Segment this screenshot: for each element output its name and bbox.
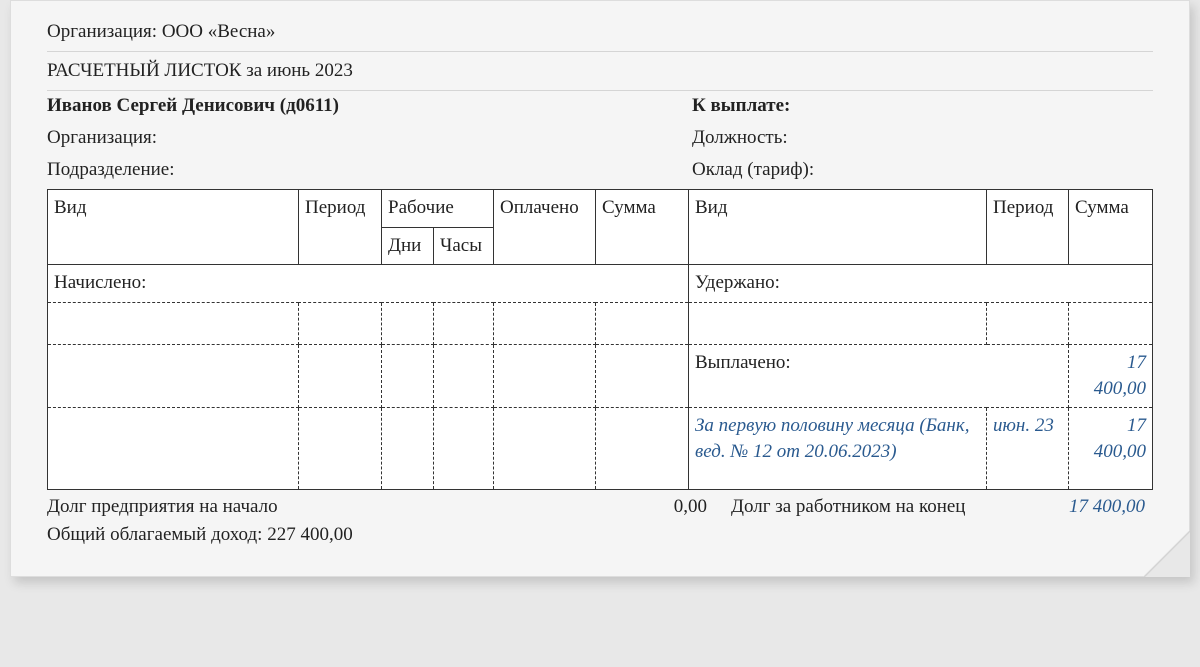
footer-row-2: Общий облагаемый доход: 227 400,00 xyxy=(47,518,1153,546)
dept-salary-row: Подразделение: Оклад (тариф): xyxy=(47,149,1153,187)
cell xyxy=(48,302,299,344)
pay-table: Вид Период Рабочие Оплачено Сумма Вид Пе… xyxy=(47,189,1153,490)
position-label: Должность: xyxy=(692,127,1153,149)
org2-label: Организация: xyxy=(47,127,692,149)
cell xyxy=(596,408,689,490)
paid-out-sum: 17 400,00 xyxy=(1069,344,1153,407)
cell xyxy=(434,344,494,407)
taxable-income: Общий облагаемый доход: 227 400,00 xyxy=(47,524,353,546)
section-row: Начислено: Удержано: xyxy=(48,265,1153,303)
org-position-row: Организация: Должность: xyxy=(47,117,1153,149)
cell xyxy=(987,302,1069,344)
detail-sum: 17 400,00 xyxy=(1069,408,1153,490)
detail-row: За первую половину месяца (Банк, вед. № … xyxy=(48,408,1153,490)
cell xyxy=(1069,302,1153,344)
corner-fold xyxy=(1144,531,1190,577)
cell xyxy=(299,302,382,344)
paid-out-label: Выплачено: xyxy=(689,344,1069,407)
cell xyxy=(434,408,494,490)
cell xyxy=(382,408,434,490)
cell xyxy=(689,302,987,344)
col-sum: Сумма xyxy=(596,190,689,265)
cell xyxy=(382,302,434,344)
paid-out-row: Выплачено: 17 400,00 xyxy=(48,344,1153,407)
org-name: ООО «Весна» xyxy=(162,21,276,42)
worker-debt-val: 17 400,00 xyxy=(1041,496,1153,518)
cell xyxy=(299,344,382,407)
cell xyxy=(494,344,596,407)
accrued-label: Начислено: xyxy=(48,265,689,303)
col-period: Период xyxy=(299,190,382,265)
col-period2: Период xyxy=(987,190,1069,265)
org-label: Организация: xyxy=(47,21,157,42)
employee-row: Иванов Сергей Денисович (д0611) К выплат… xyxy=(47,91,1153,117)
col-days: Дни xyxy=(382,227,434,265)
detail-period: июн. 23 xyxy=(987,408,1069,490)
cell xyxy=(434,302,494,344)
blank-row-1 xyxy=(48,302,1153,344)
col-sum2: Сумма xyxy=(1069,190,1153,265)
company-debt-label: Долг предприятия на начало xyxy=(47,496,577,518)
cell xyxy=(48,344,299,407)
cell xyxy=(299,408,382,490)
col-paid: Оплачено xyxy=(494,190,596,265)
employee-name: Иванов Сергей Денисович (д0611) xyxy=(47,95,692,117)
detail-text: За первую половину месяца (Банк, вед. № … xyxy=(689,408,987,490)
cell xyxy=(494,408,596,490)
company-debt-val: 0,00 xyxy=(577,496,731,518)
title-line: РАСЧЕТНЫЙ ЛИСТОК за июнь 2023 xyxy=(47,52,1153,91)
col-vid2: Вид xyxy=(689,190,987,265)
salary-label: Оклад (тариф): xyxy=(692,159,1153,181)
withheld-label: Удержано: xyxy=(689,265,1153,303)
department-label: Подразделение: xyxy=(47,159,692,181)
cell xyxy=(48,408,299,490)
footer-row-1: Долг предприятия на начало 0,00 Долг за … xyxy=(47,490,1153,518)
col-work: Рабочие xyxy=(382,190,494,228)
to-pay-label: К выплате: xyxy=(692,95,1153,117)
col-hours: Часы xyxy=(434,227,494,265)
worker-debt-label: Долг за работником на конец xyxy=(731,496,1041,518)
header-row-1: Вид Период Рабочие Оплачено Сумма Вид Пе… xyxy=(48,190,1153,228)
org-line: Организация: ООО «Весна» xyxy=(47,13,1153,52)
payslip-sheet: Организация: ООО «Весна» РАСЧЕТНЫЙ ЛИСТО… xyxy=(10,0,1190,577)
cell xyxy=(494,302,596,344)
doc-title: РАСЧЕТНЫЙ ЛИСТОК за июнь 2023 xyxy=(47,60,353,81)
cell xyxy=(382,344,434,407)
cell xyxy=(596,302,689,344)
col-vid: Вид xyxy=(48,190,299,265)
cell xyxy=(596,344,689,407)
